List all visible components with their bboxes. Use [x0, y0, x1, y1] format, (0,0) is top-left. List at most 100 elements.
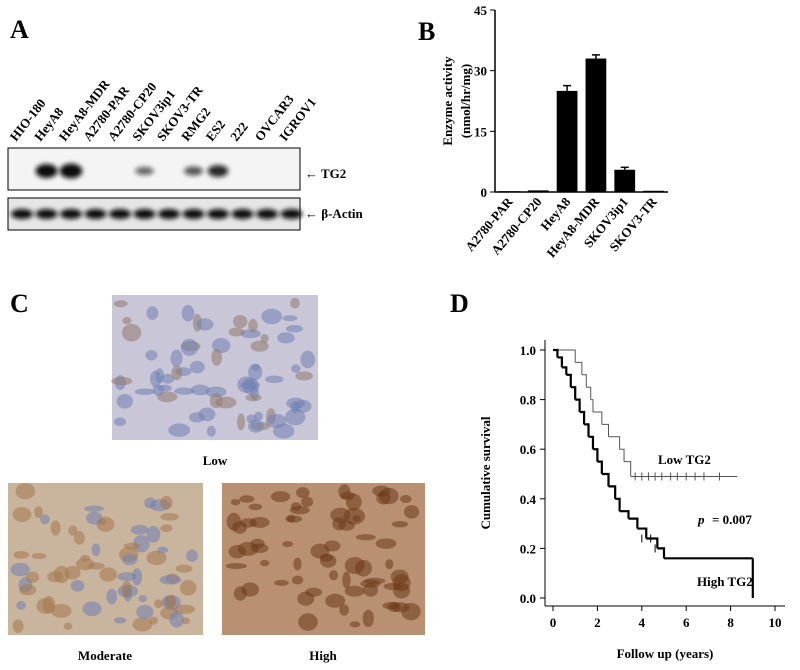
histology-label: Moderate — [78, 648, 132, 663]
bar — [527, 190, 549, 192]
cell — [344, 557, 365, 574]
cell — [237, 376, 256, 393]
cell — [282, 315, 298, 322]
survival-step — [624, 461, 632, 477]
cell — [64, 565, 81, 580]
cell — [282, 541, 294, 548]
cell — [121, 580, 132, 598]
cell — [130, 524, 149, 535]
cell — [175, 564, 193, 573]
cell — [189, 412, 205, 423]
blot-bands — [11, 163, 303, 219]
survival-step — [570, 386, 577, 400]
cell — [113, 617, 127, 624]
cell — [293, 557, 302, 571]
survival-step — [579, 410, 586, 425]
histology-images — [8, 295, 425, 635]
cell — [375, 538, 397, 549]
x-axis-label: Follow up (years) — [617, 646, 714, 661]
cell — [247, 419, 264, 433]
y-axis-label: (nmol/hr/mg) — [458, 64, 473, 138]
x-tick-label: 0 — [550, 615, 557, 630]
cell — [330, 507, 351, 523]
survival-step — [619, 448, 625, 462]
y-axis-label: Cumulative survival — [478, 416, 493, 529]
cell — [113, 417, 127, 427]
cell — [239, 495, 255, 503]
cell — [344, 585, 365, 597]
cell — [383, 582, 403, 591]
cell — [160, 524, 173, 533]
cell — [160, 495, 173, 510]
cell — [25, 571, 40, 583]
band — [35, 209, 58, 219]
cell — [157, 546, 169, 554]
cell — [146, 306, 159, 320]
cell — [113, 300, 128, 308]
series-label: Low TG2 — [658, 452, 711, 467]
cell — [241, 582, 259, 597]
cell — [31, 553, 47, 560]
band — [207, 209, 229, 219]
cell — [74, 531, 85, 545]
cell — [161, 373, 175, 384]
cell — [181, 304, 195, 322]
cell — [99, 567, 117, 582]
band — [158, 209, 180, 219]
cell — [355, 534, 376, 541]
cell — [260, 334, 269, 344]
panel-label: A — [10, 15, 29, 44]
cell — [240, 329, 261, 339]
cell — [174, 387, 195, 395]
p-symbol: p — [697, 512, 705, 527]
cell — [136, 604, 154, 620]
cell — [106, 588, 117, 605]
bar — [614, 169, 636, 192]
cell — [19, 584, 37, 596]
band — [231, 209, 254, 219]
cell — [339, 604, 350, 616]
cell — [16, 600, 26, 610]
survival-step — [586, 386, 592, 400]
cell — [63, 622, 73, 630]
cell — [122, 316, 132, 325]
cell — [168, 423, 191, 437]
cell — [342, 571, 351, 589]
cell — [12, 506, 32, 523]
cell — [149, 616, 159, 625]
histology-label: High — [309, 648, 337, 663]
cell — [248, 318, 258, 333]
y-tick-label: 0.8 — [520, 393, 537, 408]
cell — [295, 371, 313, 381]
cell — [51, 603, 72, 618]
cell — [121, 553, 138, 566]
cell — [237, 541, 259, 556]
band — [84, 209, 107, 219]
cell — [294, 399, 312, 413]
cell — [259, 559, 270, 567]
cell — [364, 577, 386, 585]
cell — [209, 393, 223, 409]
survival-step — [584, 423, 590, 437]
bar — [556, 90, 578, 192]
cell — [146, 550, 167, 566]
cell — [150, 370, 162, 388]
cell — [116, 393, 133, 409]
cell — [173, 604, 196, 614]
cell — [329, 570, 339, 581]
survival-step — [628, 517, 639, 529]
survival-step — [608, 436, 621, 450]
cell — [145, 350, 158, 361]
cell — [189, 360, 205, 374]
cell — [390, 569, 409, 584]
cell — [87, 562, 105, 570]
y-tick-label: 15 — [474, 124, 488, 139]
cell — [68, 525, 78, 536]
cell — [186, 549, 198, 562]
cell — [205, 386, 227, 398]
cell — [169, 611, 184, 628]
survival-step — [619, 510, 630, 519]
cell — [285, 324, 303, 333]
cell — [385, 559, 394, 570]
y-tick-label: 0.2 — [520, 541, 536, 556]
